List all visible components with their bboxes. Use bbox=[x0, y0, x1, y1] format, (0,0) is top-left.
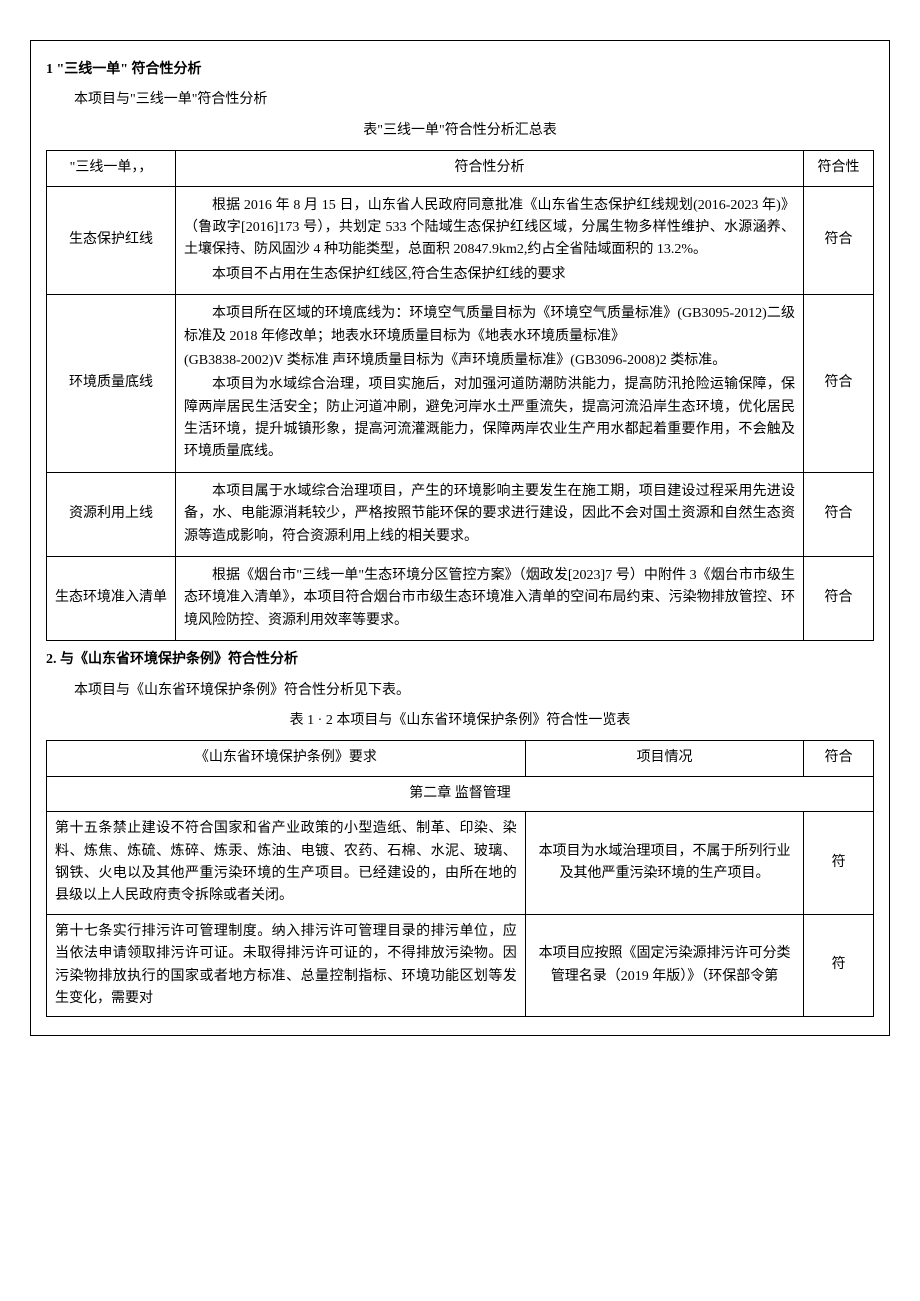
table1-row-para: 本项目为水域综合治理，项目实施后，对加强河道防潮防洪能力，提高防汛抢险运输保障，… bbox=[184, 374, 795, 464]
table1-row-para: 本项目所在区域的环境底线为：环境空气质量目标为《环境空气质量标准》(GB3095… bbox=[184, 303, 795, 348]
table1-row: 资源利用上线 本项目属于水域综合治理项目，产生的环境影响主要发生在施工期，项目建… bbox=[47, 472, 874, 556]
table2-row-req: 第十七条实行排污许可管理制度。纳入排污许可管理目录的排污单位，应当依法申请领取排… bbox=[47, 914, 526, 1017]
table2-row-conform: 符 bbox=[804, 812, 874, 915]
table2-row-situation: 本项目为水域治理项目，不属于所列行业及其他严重污染环境的生产项目。 bbox=[525, 812, 804, 915]
table1-row-para: (GB3838-2002)V 类标准 声环境质量目标为《声环境质量标准》(GB3… bbox=[184, 350, 795, 372]
section1-table-caption: 表"三线一单"符合性分析汇总表 bbox=[46, 120, 874, 142]
section2-table-caption: 表 1 · 2 本项目与《山东省环境保护条例》符合性一览表 bbox=[46, 710, 874, 732]
table1-row-label: 生态环境准入清单 bbox=[47, 557, 176, 641]
table2-row-conform: 符 bbox=[804, 914, 874, 1017]
table1-header-col2: 符合性分析 bbox=[176, 151, 804, 186]
table1-row-conform: 符合 bbox=[804, 557, 874, 641]
table2-header-col2: 项目情况 bbox=[525, 741, 804, 776]
table1-header-col1: "三线一单，， bbox=[47, 151, 176, 186]
table1-row-content: 本项目属于水域综合治理项目，产生的环境影响主要发生在施工期，项目建设过程采用先进… bbox=[176, 472, 804, 556]
table1-row-conform: 符合 bbox=[804, 295, 874, 473]
table1-header-row: "三线一单，， 符合性分析 符合性 bbox=[47, 151, 874, 186]
table1-row-para: 本项目属于水域综合治理项目，产生的环境影响主要发生在施工期，项目建设过程采用先进… bbox=[184, 481, 795, 548]
table1-row: 生态环境准入清单 根据《烟台市"三线一单"生态环境分区管控方案》（烟政发[202… bbox=[47, 557, 874, 641]
table1-row-label: 资源利用上线 bbox=[47, 472, 176, 556]
table1-row: 环境质量底线 本项目所在区域的环境底线为：环境空气质量目标为《环境空气质量标准》… bbox=[47, 295, 874, 473]
section1-title: 1 "三线一单" 符合性分析 bbox=[46, 59, 874, 81]
table2-header-row: 《山东省环境保护条例》要求 项目情况 符合 bbox=[47, 741, 874, 776]
table2-chapter-row: 第二章 监督管理 bbox=[47, 776, 874, 811]
table2-header-col3: 符合 bbox=[804, 741, 874, 776]
section2-subtitle: 本项目与《山东省环境保护条例》符合性分析见下表。 bbox=[46, 680, 874, 702]
table1-row-para: 根据 2016 年 8 月 15 日，山东省人民政府同意批准《山东省生态保护红线… bbox=[184, 195, 795, 262]
table1-row-content: 根据 2016 年 8 月 15 日，山东省人民政府同意批准《山东省生态保护红线… bbox=[176, 186, 804, 295]
table1-header-col3: 符合性 bbox=[804, 151, 874, 186]
table2-row-req: 第十五条禁止建设不符合国家和省产业政策的小型造纸、制革、印染、染料、炼焦、炼硫、… bbox=[47, 812, 526, 915]
table1-row-label: 环境质量底线 bbox=[47, 295, 176, 473]
table2-chapter-cell: 第二章 监督管理 bbox=[47, 776, 874, 811]
table1-row-content: 本项目所在区域的环境底线为：环境空气质量目标为《环境空气质量标准》(GB3095… bbox=[176, 295, 804, 473]
table1-row: 生态保护红线 根据 2016 年 8 月 15 日，山东省人民政府同意批准《山东… bbox=[47, 186, 874, 295]
section1-subtitle: 本项目与"三线一单"符合性分析 bbox=[46, 89, 874, 111]
table1-row-para: 本项目不占用在生态保护红线区,符合生态保护红线的要求 bbox=[184, 264, 795, 286]
table1-row-conform: 符合 bbox=[804, 186, 874, 295]
table1-row-content: 根据《烟台市"三线一单"生态环境分区管控方案》（烟政发[2023]7 号）中附件… bbox=[176, 557, 804, 641]
table1-row-label: 生态保护红线 bbox=[47, 186, 176, 295]
table2: 《山东省环境保护条例》要求 项目情况 符合 第二章 监督管理 第十五条禁止建设不… bbox=[46, 740, 874, 1017]
document-container: 1 "三线一单" 符合性分析 本项目与"三线一单"符合性分析 表"三线一单"符合… bbox=[30, 40, 890, 1036]
section2-title: 2. 与《山东省环境保护条例》符合性分析 bbox=[46, 649, 874, 671]
table1-row-para: 根据《烟台市"三线一单"生态环境分区管控方案》（烟政发[2023]7 号）中附件… bbox=[184, 565, 795, 632]
table1-row-conform: 符合 bbox=[804, 472, 874, 556]
table1: "三线一单，， 符合性分析 符合性 生态保护红线 根据 2016 年 8 月 1… bbox=[46, 150, 874, 641]
table2-row-situation: 本项目应按照《固定污染源排污许可分类管理名录（2019 年版）》（环保部令第 bbox=[525, 914, 804, 1017]
table2-row: 第十五条禁止建设不符合国家和省产业政策的小型造纸、制革、印染、染料、炼焦、炼硫、… bbox=[47, 812, 874, 915]
table2-header-col1: 《山东省环境保护条例》要求 bbox=[47, 741, 526, 776]
table2-row: 第十七条实行排污许可管理制度。纳入排污许可管理目录的排污单位，应当依法申请领取排… bbox=[47, 914, 874, 1017]
